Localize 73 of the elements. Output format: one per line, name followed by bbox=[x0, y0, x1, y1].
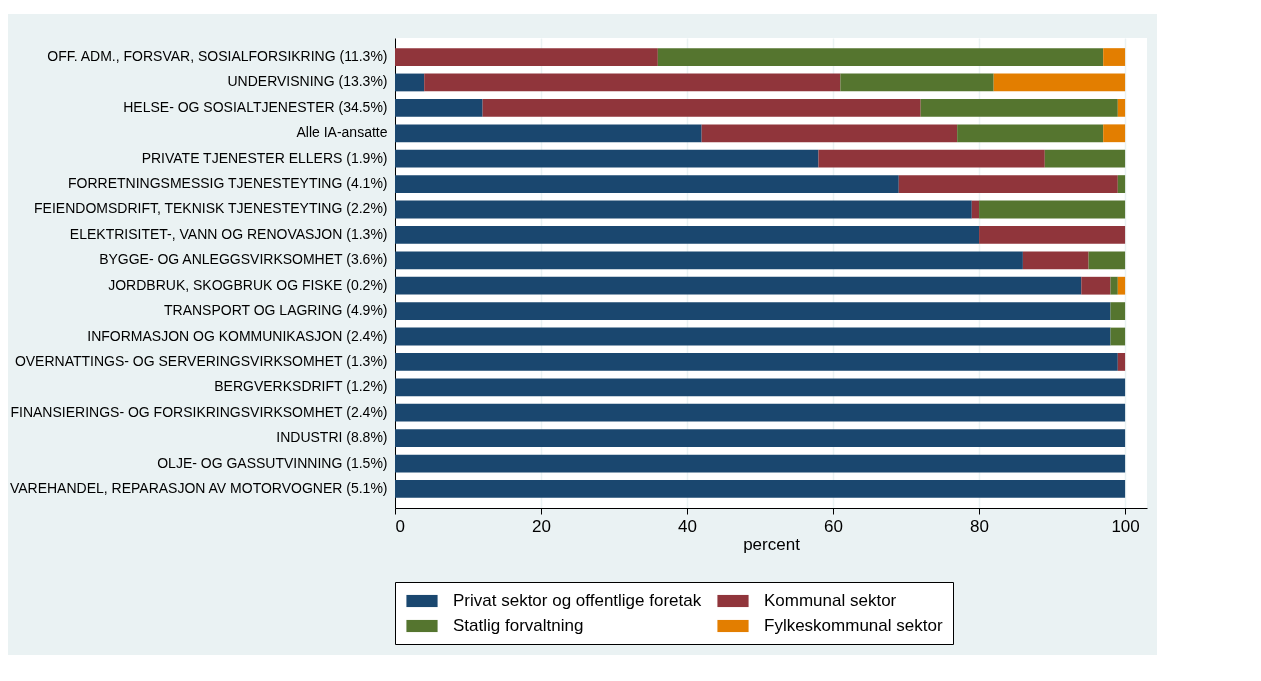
x-tick-label: 0 bbox=[395, 516, 405, 536]
y-tick-label: BYGGE- OG ANLEGGSVIRKSOMHET (3.6%) bbox=[99, 251, 388, 268]
y-tick-label: INDUSTRI (8.8%) bbox=[276, 429, 388, 446]
bar bbox=[395, 480, 1126, 498]
bar bbox=[395, 226, 980, 244]
y-tick-label: VAREHANDEL, REPARASJON AV MOTORVOGNER (5.1%) bbox=[9, 479, 388, 496]
y-tick-label: FINANSIERINGS- OG FORSIKRINGSVIRKSOMHET (2.4%) bbox=[10, 403, 388, 420]
x-tick-label: 80 bbox=[970, 516, 990, 536]
x-tick-label: 20 bbox=[532, 516, 551, 536]
legend-label: Privat sektor og offentlige foretak bbox=[453, 591, 702, 610]
bar bbox=[1110, 302, 1126, 320]
bar bbox=[1103, 48, 1126, 66]
bar bbox=[1117, 175, 1126, 193]
bar bbox=[979, 200, 1126, 219]
bar bbox=[1117, 276, 1126, 295]
bar bbox=[818, 149, 1045, 168]
y-tick-label: BERGVERKSDRIFT (1.2%) bbox=[214, 378, 388, 395]
y-tick-label: OVERNATTINGS- OG SERVERINGSVIRKSOMHET (1.3%) bbox=[14, 352, 388, 369]
x-axis-title: percent bbox=[743, 534, 801, 554]
bar bbox=[1103, 124, 1126, 143]
bar bbox=[701, 124, 958, 143]
bar bbox=[395, 327, 1111, 346]
bar bbox=[395, 429, 1126, 448]
bar bbox=[395, 276, 1082, 295]
bar bbox=[957, 124, 1104, 143]
bar bbox=[993, 73, 1126, 92]
bar bbox=[657, 48, 1104, 66]
y-tick-label: UNDERVISNING (13.3%) bbox=[227, 73, 388, 90]
bar bbox=[395, 200, 972, 219]
bar bbox=[1088, 251, 1126, 270]
x-tick-label: 40 bbox=[678, 516, 697, 536]
bar bbox=[395, 378, 1126, 397]
bar bbox=[395, 251, 1023, 270]
bar bbox=[840, 73, 994, 92]
bar bbox=[920, 98, 1118, 117]
bar bbox=[395, 302, 1111, 320]
bar bbox=[395, 124, 702, 143]
y-tick-label: INFORMASJON OG KOMMUNIKASJON (2.4%) bbox=[87, 327, 388, 344]
x-tick-label: 100 bbox=[1111, 516, 1140, 536]
bar bbox=[1117, 98, 1126, 117]
bar bbox=[395, 98, 483, 117]
bar bbox=[395, 353, 1118, 371]
bar bbox=[395, 454, 1126, 473]
bar bbox=[424, 73, 841, 92]
bar bbox=[1117, 353, 1126, 371]
y-tick-label: FORRETNINGSMESSIG TJENESTEYTING (4.1%) bbox=[68, 175, 388, 192]
bar bbox=[1110, 276, 1118, 295]
y-tick-label: OLJE- OG GASSUTVINNING (1.5%) bbox=[157, 454, 388, 471]
bar bbox=[395, 48, 658, 66]
y-tick-label: OFF. ADM., FORSVAR, SOSIALFORSIKRING (11.3%) bbox=[47, 48, 388, 65]
y-tick-label: Alle IA-ansatte bbox=[296, 124, 388, 141]
y-tick-label: FEIENDOMSDRIFT, TEKNISK TJENESTEYTING (2.2%) bbox=[34, 200, 388, 217]
bar bbox=[395, 175, 899, 193]
legend-label: Kommunal sektor bbox=[764, 591, 897, 610]
y-tick-label: ELEKTRISITET-, VANN OG RENOVASJON (1.3%) bbox=[69, 225, 388, 242]
y-tick-label: HELSE- OG SOSIALTJENESTER (34.5%) bbox=[123, 98, 388, 115]
y-tick-label: JORDBRUK, SKOGBRUK OG FISKE (0.2%) bbox=[108, 276, 388, 293]
bar bbox=[1081, 276, 1111, 295]
bar bbox=[482, 98, 921, 117]
y-tick-label: TRANSPORT OG LAGRING (4.9%) bbox=[163, 302, 388, 319]
bar bbox=[1110, 327, 1126, 346]
y-tick-label: PRIVATE TJENESTER ELLERS (1.9%) bbox=[141, 149, 388, 166]
bar bbox=[1022, 251, 1089, 270]
bar bbox=[971, 200, 980, 219]
bar bbox=[395, 73, 425, 92]
x-tick-label: 60 bbox=[824, 516, 844, 536]
legend-label: Fylkeskommunal sektor bbox=[764, 616, 943, 635]
legend-label: Statlig forvaltning bbox=[453, 616, 584, 635]
bar bbox=[1044, 149, 1126, 168]
bar bbox=[898, 175, 1118, 193]
bar bbox=[979, 226, 1126, 244]
bar bbox=[395, 149, 819, 168]
bar bbox=[395, 403, 1126, 422]
